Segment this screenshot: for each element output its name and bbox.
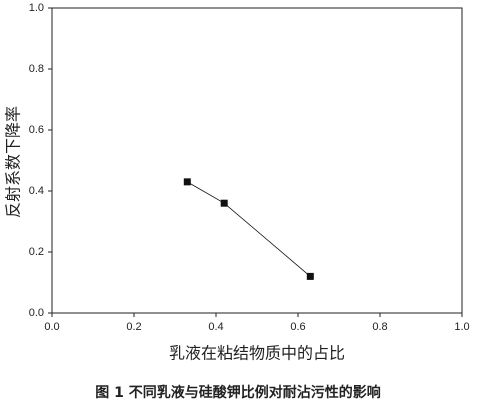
x-axis-title: 乳液在粘结物质中的占比 bbox=[169, 344, 345, 363]
x-tick-label: 0.8 bbox=[372, 321, 387, 333]
x-tick-label: 1.0 bbox=[454, 321, 469, 333]
caption: 图 1 不同乳液与硅酸钾比例对耐沾污性的影响 bbox=[95, 384, 381, 401]
marker bbox=[306, 272, 314, 280]
y-tick-label: 0.0 bbox=[29, 307, 44, 319]
plot-frame bbox=[51, 7, 463, 314]
y-tick-label: 0.8 bbox=[29, 63, 44, 75]
x-tick-label: 0.4 bbox=[208, 321, 223, 333]
x-tick-label: 0.2 bbox=[126, 321, 141, 333]
marker bbox=[220, 199, 228, 207]
series-line bbox=[187, 181, 311, 277]
y-tick-label: 0.4 bbox=[29, 185, 44, 197]
y-tick-label: 0.6 bbox=[29, 124, 44, 136]
marker bbox=[183, 178, 191, 186]
x-tick-label: 0.6 bbox=[290, 321, 305, 333]
y-axis-title: 反射系数下降率 bbox=[4, 106, 23, 218]
y-tick-label: 1.0 bbox=[29, 2, 44, 14]
x-tick-label: 0.0 bbox=[44, 321, 59, 333]
y-tick-label: 0.2 bbox=[29, 246, 44, 258]
